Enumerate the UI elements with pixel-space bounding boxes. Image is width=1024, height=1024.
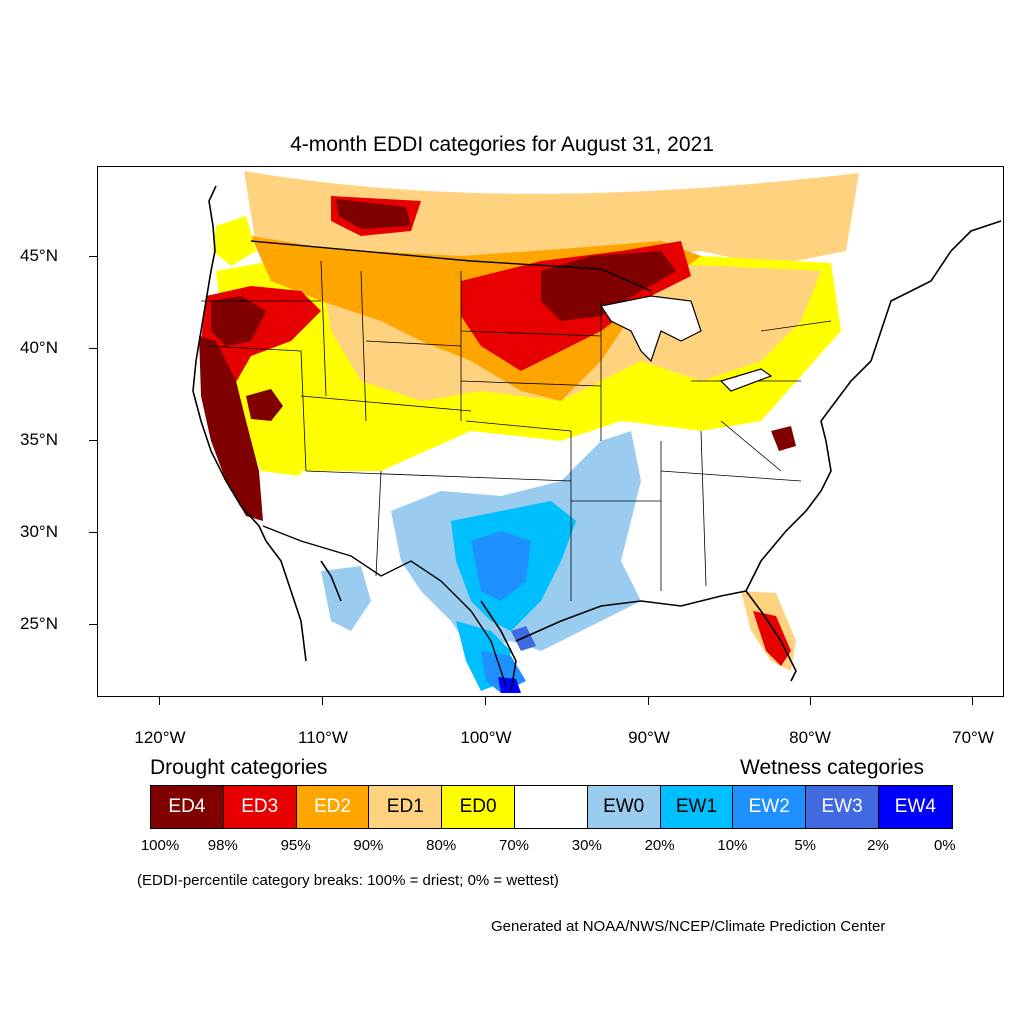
xtick-mark <box>159 697 161 705</box>
coastlines <box>192 185 1002 692</box>
legend-box: ED4 <box>151 786 224 828</box>
ytick-label: 30°N <box>20 522 58 541</box>
percentile-label: 10% <box>717 837 748 854</box>
credit-line: Generated at NOAA/NWS/NCEP/Climate Predi… <box>491 918 886 935</box>
region-ed4-oregon <box>211 296 266 346</box>
percentile-label: 5% <box>794 837 817 854</box>
wetness-heading: Wetness categories <box>740 756 925 779</box>
xtick-mark <box>810 697 812 705</box>
lake-erie <box>719 368 773 392</box>
eddi-map <box>97 166 1004 697</box>
legend-box <box>514 786 588 828</box>
xtick-label: 110°W <box>298 728 348 747</box>
percentile-label: 98% <box>207 837 238 854</box>
percentile-label: 70% <box>498 837 530 854</box>
xtick-mark <box>485 697 487 705</box>
legend-box: EW3 <box>806 786 879 828</box>
xtick-label: 90°W <box>628 728 670 747</box>
legend-box: ED0 <box>442 786 515 828</box>
map-title: 4-month EDDI categories for August 31, 2… <box>290 133 714 156</box>
us-mexico-border <box>262 525 507 687</box>
percentile-label: 90% <box>353 837 384 854</box>
us-canada-border <box>250 240 652 292</box>
ytick-label: 35°N <box>20 430 58 449</box>
legend-box: EW1 <box>660 786 734 828</box>
region-ew2 <box>471 531 531 601</box>
great-lakes <box>600 295 702 363</box>
xtick-mark <box>322 697 324 705</box>
region-ed4-california <box>199 336 263 521</box>
ytick-label: 40°N <box>20 338 58 357</box>
region-northwest-ed0 <box>213 216 256 266</box>
legend-box: ED3 <box>223 786 297 828</box>
percentile-label: 80% <box>426 837 457 854</box>
drought-heading: Drought categories <box>150 756 328 779</box>
legend-box: EW4 <box>878 786 952 828</box>
region-florida-ed3 <box>753 611 791 666</box>
ytick-mark <box>89 624 97 626</box>
canada-band <box>244 171 859 266</box>
region-ed4-nevada <box>246 389 283 421</box>
xtick-mark <box>648 697 650 705</box>
region-va-ed4 <box>771 426 796 451</box>
ytick-label: 25°N <box>20 614 58 633</box>
ytick-mark <box>89 440 97 442</box>
xtick-label: 80°W <box>789 728 831 747</box>
xtick-mark <box>972 697 974 705</box>
ytick-mark <box>89 256 97 258</box>
percentile-label: 30% <box>571 837 602 854</box>
percentile-label: 0% <box>933 837 956 854</box>
percentile-label: 2% <box>867 837 889 854</box>
percentile-label: 100% <box>140 837 180 854</box>
xtick-label: 70°W <box>952 728 994 747</box>
map-svg <box>192 171 1002 696</box>
legend-box: EW2 <box>733 786 807 828</box>
region-ed4-northern-plains <box>541 251 676 321</box>
category-note: (EDDI-percentile category breaks: 100% =… <box>137 872 559 889</box>
legend-box: EW0 <box>587 786 661 828</box>
percentile-label: 20% <box>644 837 675 854</box>
xtick-label: 100°W <box>460 728 512 747</box>
legend-colorbar: ED4 ED3 ED2 ED1 ED0 EW0 EW1 EW2 EW3 EW4 <box>150 785 953 829</box>
xtick-label: 120°W <box>134 728 186 747</box>
ytick-mark <box>89 348 97 350</box>
legend-box: ED1 <box>369 786 443 828</box>
ytick-label: 45°N <box>20 246 58 265</box>
percentile-label: 95% <box>280 837 311 854</box>
state-lines <box>201 260 832 601</box>
region-ed4-canada <box>336 199 411 229</box>
legend-box: ED2 <box>296 786 370 828</box>
ytick-mark <box>89 532 97 534</box>
